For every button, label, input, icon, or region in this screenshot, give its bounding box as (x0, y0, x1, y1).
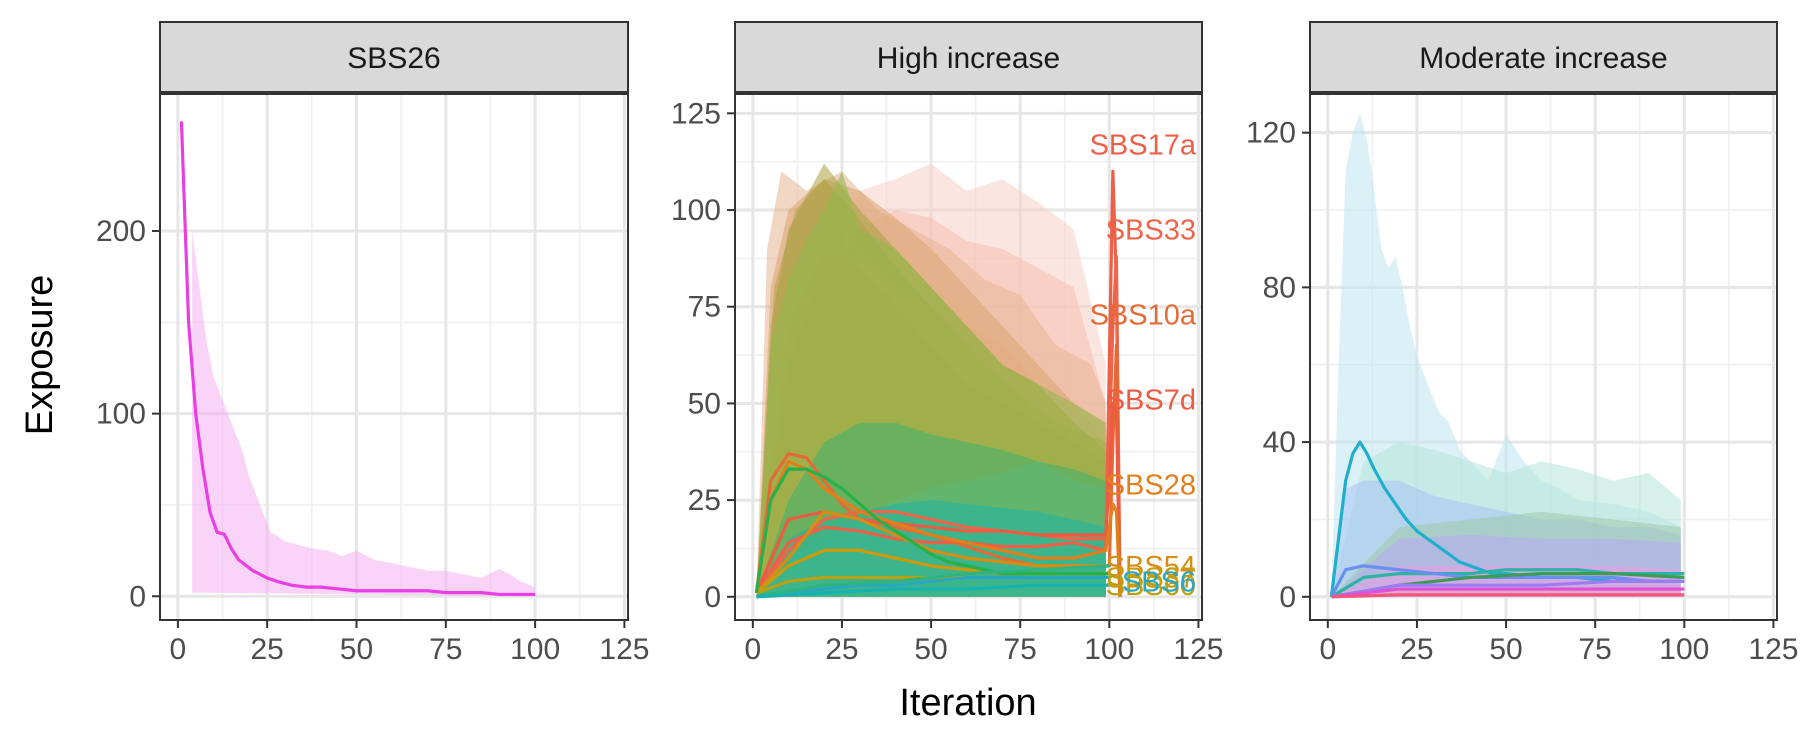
panel-border (159, 93, 629, 621)
series-label: SBS60 (1106, 570, 1196, 602)
y-axis-title: Exposure (19, 275, 61, 436)
x-tick-label: 0 (170, 633, 187, 666)
series-label: SBS54 (1106, 551, 1196, 583)
x-tick-label: 125 (599, 633, 649, 666)
x-tick-label: 75 (1579, 633, 1612, 666)
facet-title: SBS26 (347, 42, 440, 75)
y-tick-label: 100 (671, 194, 721, 227)
x-tick-label: 50 (1489, 633, 1522, 666)
y-tick-label: 100 (96, 398, 146, 431)
series-label: SBS6 (1122, 566, 1196, 598)
panels: SBS26 0 25 50 75 100 125 0 100 200 High increase SB… (96, 21, 1798, 666)
line-SBS28 (754, 459, 1122, 597)
facet-strip (1309, 21, 1778, 93)
x-tick-label: 75 (429, 633, 462, 666)
x-tick-label: 25 (825, 633, 858, 666)
panel-data (754, 163, 1122, 599)
y-tick-label: 40 (1263, 426, 1296, 459)
facet-title: High increase (877, 42, 1060, 75)
line-series (1331, 593, 1685, 599)
panel-1: High increase SBS17a SBS33 SBS10a SBS7d SBS28… (671, 21, 1223, 666)
line-SBS54 (755, 510, 1110, 595)
facet-title: Moderate increase (1419, 42, 1667, 75)
line-series (756, 564, 1110, 599)
panel-0: SBS26 0 25 50 75 100 125 0 100 200 (96, 21, 649, 666)
x-axis-title: Iteration (899, 682, 1036, 724)
series-label: SBS17a (1090, 129, 1197, 161)
x-tick-label: 50 (340, 633, 373, 666)
line-series (1331, 579, 1685, 599)
ribbon-series (192, 230, 536, 597)
line-series (1331, 587, 1685, 599)
y-tick-label: 0 (704, 581, 721, 614)
x-tick-label: 125 (1748, 633, 1798, 666)
x-tick-label: 75 (1004, 633, 1037, 666)
line-series (179, 121, 536, 597)
y-tick-label: 50 (688, 387, 721, 420)
series-label: SBS7d (1106, 385, 1196, 417)
y-tick-label: 75 (688, 291, 721, 324)
x-tick-label: 100 (1659, 633, 1709, 666)
panel-border (1309, 93, 1778, 621)
y-tick-label: 120 (1246, 117, 1296, 150)
x-tick-label: 25 (1400, 633, 1433, 666)
panel-2: Moderate increase 0 25 50 75 100 125 0 40 80 120 (1246, 21, 1798, 666)
y-tick-label: 80 (1263, 271, 1296, 304)
x-tick-label: 25 (250, 633, 283, 666)
y-tick-label: 0 (1279, 581, 1296, 614)
x-tick-label: 125 (1173, 633, 1223, 666)
series-label: SBS28 (1106, 470, 1196, 502)
x-tick-label: 100 (510, 633, 560, 666)
y-tick-label: 0 (129, 580, 146, 613)
series-label: SBS10a (1090, 299, 1197, 331)
panel-border (734, 93, 1203, 621)
y-tick-label: 25 (688, 484, 721, 517)
facet-strip (159, 21, 629, 93)
y-tick-label: 200 (96, 215, 146, 248)
x-tick-label: 0 (1319, 633, 1336, 666)
x-tick-label: 50 (914, 633, 947, 666)
series-label: SBS33 (1106, 214, 1196, 246)
panel-data (179, 121, 536, 597)
line-SBS6 (756, 575, 1110, 599)
line-series (756, 583, 1110, 599)
series-label: SBS37 (1106, 562, 1196, 594)
panel-data (1329, 113, 1685, 599)
x-tick-label: 100 (1084, 633, 1134, 666)
line-series (754, 467, 1110, 594)
y-tick-label: 125 (671, 97, 721, 130)
facet-strip (734, 21, 1203, 93)
line-SBS17a (755, 169, 1122, 597)
x-tick-label: 0 (744, 633, 761, 666)
